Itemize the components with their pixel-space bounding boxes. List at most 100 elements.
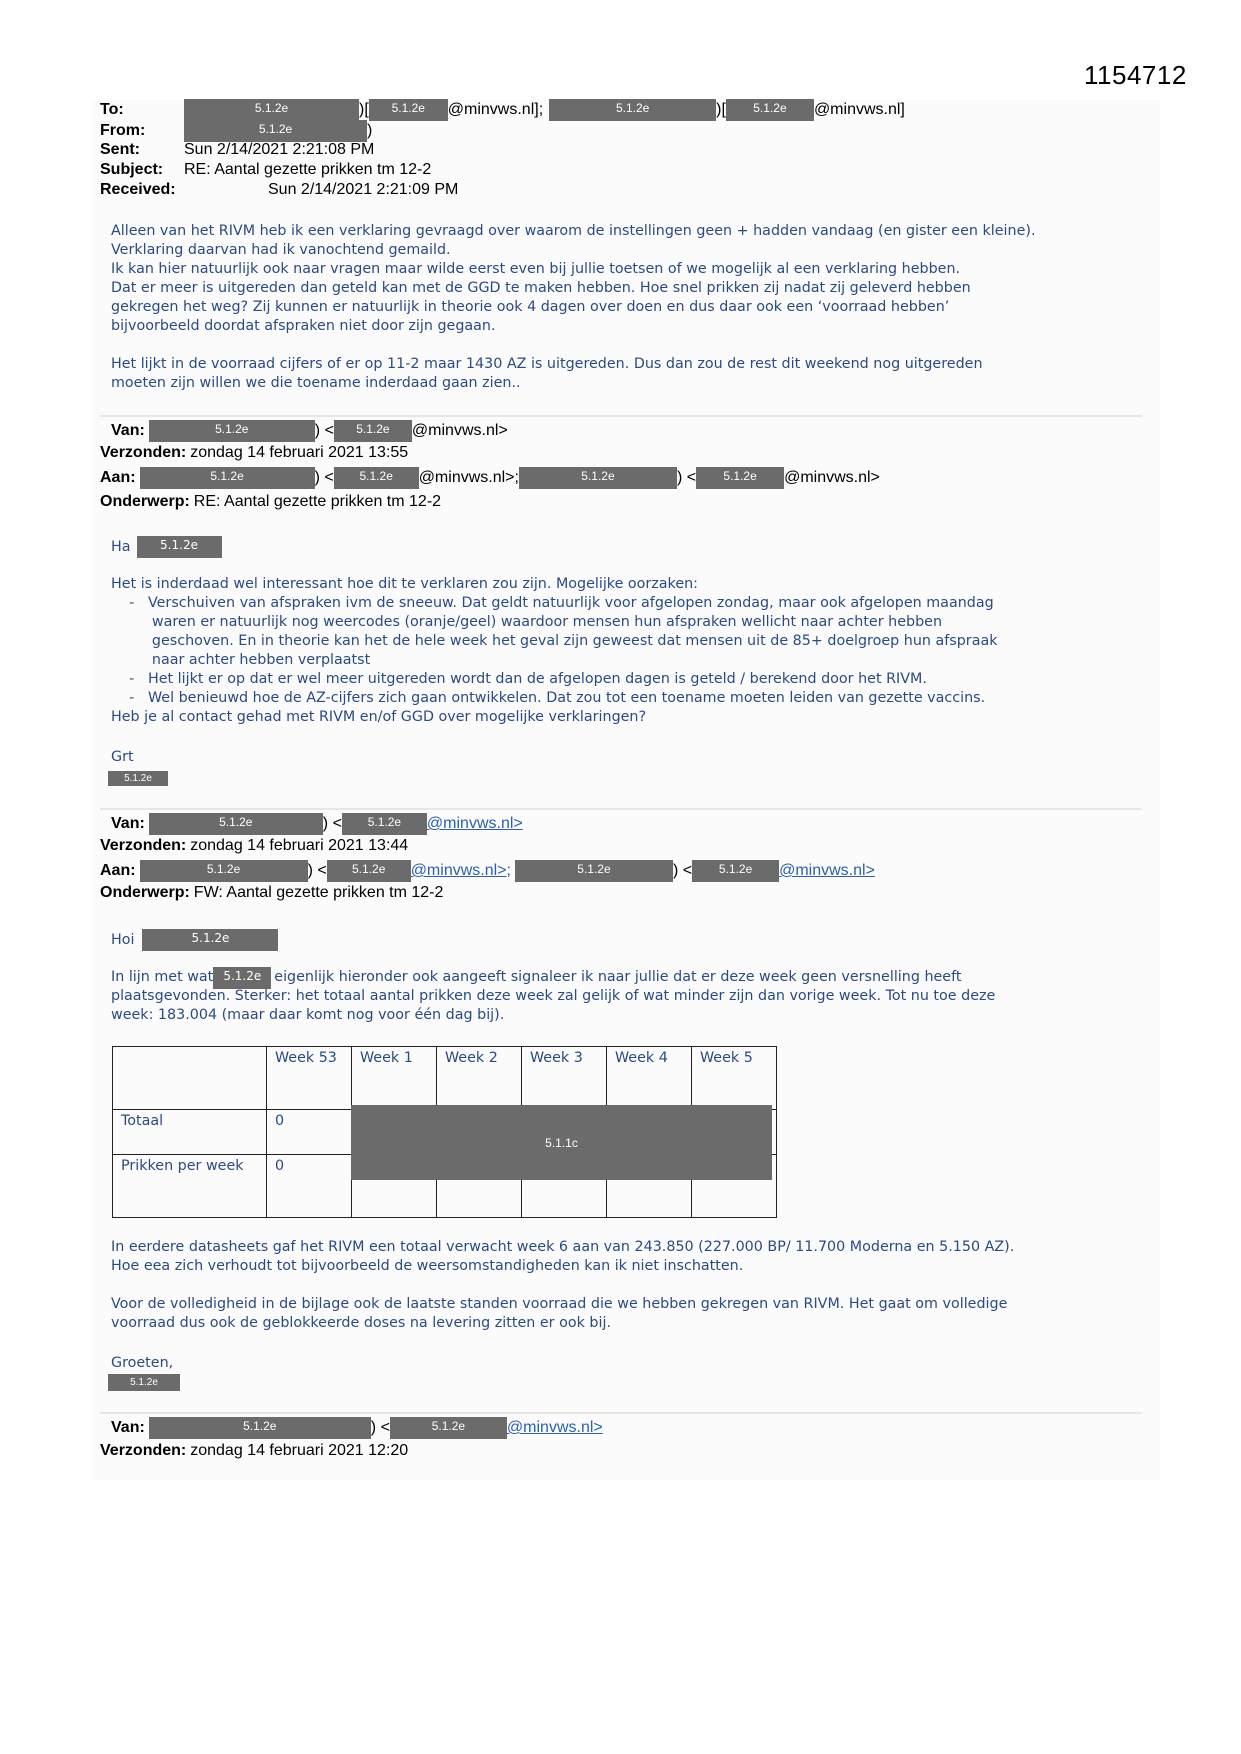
body-line: Alleen van het RIVM heb ik een verklarin…	[111, 223, 1036, 239]
separator: ) <	[322, 815, 342, 832]
onderwerp-value: RE: Aantal gezette prikken tm 12-2	[193, 493, 442, 510]
table-header: Week 5	[691, 1046, 777, 1110]
table-header-row: Week 53 Week 1 Week 2 Week 3 Week 4 Week…	[112, 1046, 777, 1110]
body-line: week: 183.004 (maar daar komt nog voor é…	[111, 1007, 505, 1023]
redaction: 5.1.2e	[184, 120, 367, 142]
body-line: Het lijkt in de voorraad cijfers of er o…	[111, 356, 983, 372]
redaction: 5.1.2e	[142, 929, 279, 951]
verzonden-value: zondag 14 februari 2021 12:20	[190, 1442, 409, 1459]
verzonden-value: zondag 14 februari 2021 13:44	[190, 837, 409, 854]
body-line: Heb je al contact gehad met RIVM en/of G…	[111, 709, 647, 725]
divider	[100, 1412, 1142, 1414]
aan-label: Aan:	[100, 469, 136, 486]
subject-row: Subject: RE: Aantal gezette prikken tm 1…	[100, 160, 431, 180]
sent-value: Sun 2/14/2021 2:21:08 PM	[184, 141, 375, 158]
body-text: eigenlijk hieronder ook aangeeft signale…	[274, 969, 962, 985]
van-label: Van:	[111, 422, 145, 439]
from-label: From:	[100, 122, 146, 139]
bullet-line: naar achter hebben verplaatst	[111, 652, 371, 668]
redaction: 5.1.2e	[333, 467, 419, 489]
body-text: In lijn met wat	[111, 969, 214, 985]
redaction: 5.1.2e	[148, 420, 315, 442]
closing: Groeten,	[111, 1355, 174, 1371]
redaction: 5.1.2e	[549, 99, 717, 121]
table-header	[112, 1046, 267, 1110]
subject-value: RE: Aantal gezette prikken tm 12-2	[184, 161, 432, 178]
separator: )	[367, 122, 373, 139]
table-cell: 0	[266, 1154, 352, 1218]
verzonden-row: Verzonden: zondag 14 februari 2021 12:20	[100, 1441, 408, 1461]
row-label: Totaal	[112, 1109, 267, 1155]
onderwerp-label: Onderwerp:	[100, 884, 190, 901]
redaction: 5.1.2e	[518, 467, 677, 489]
separator: ) <	[314, 422, 334, 439]
redaction: 5.1.2e	[148, 1417, 371, 1439]
van-row: Van: 5.1.2e ) < 5.1.2e @minvws.nl>	[111, 1417, 603, 1439]
aan-label: Aan:	[100, 862, 136, 879]
bullet-line: - Verschuiven van afspraken ivm de sneeu…	[111, 595, 994, 611]
redaction: 5.1.2e	[139, 860, 308, 882]
from-row: From: 5.1.2e )	[100, 120, 372, 142]
body-line: moeten zijn willen we die toename inderd…	[111, 375, 521, 391]
table-header: Week 2	[436, 1046, 522, 1110]
greeting: Ha 5.1.2e	[111, 536, 222, 558]
email-link[interactable]: @minvws.nl>	[426, 815, 523, 832]
van-label: Van:	[111, 1419, 145, 1436]
verzonden-label: Verzonden:	[100, 837, 187, 854]
redaction: 5.1.2e	[692, 860, 780, 882]
verzonden-label: Verzonden:	[100, 1442, 187, 1459]
verzonden-row: Verzonden: zondag 14 februari 2021 13:44	[100, 836, 408, 856]
body-line: Voor de volledigheid in de bijlage ook d…	[111, 1296, 1008, 1312]
body-line: Het is inderdaad wel interessant hoe dit…	[111, 576, 699, 592]
redaction: 5.1.2e	[108, 771, 168, 786]
subject-label: Subject:	[100, 161, 164, 178]
row-label: Prikken per week	[112, 1154, 267, 1218]
van-label: Van:	[111, 815, 145, 832]
email-link[interactable]: @minvws.nl>	[506, 1419, 603, 1436]
onderwerp-row: Onderwerp: RE: Aantal gezette prikken tm…	[100, 492, 441, 512]
separator: ) <	[314, 469, 334, 486]
greeting: Hoi 5.1.2e	[111, 929, 279, 951]
verzonden-value: zondag 14 februari 2021 13:55	[190, 444, 409, 461]
document-number: 1154712	[1084, 60, 1187, 90]
bullet-line: waren er natuurlijk nog weercodes (oranj…	[111, 614, 943, 630]
divider	[100, 415, 1142, 417]
email-link[interactable]: @minvws.nl>;	[410, 862, 511, 879]
onderwerp-row: Onderwerp: FW: Aantal gezette prikken tm…	[100, 883, 443, 903]
email-domain: @minvws.nl]	[813, 101, 905, 118]
separator: ) <	[370, 1419, 390, 1436]
greeting-text: Hoi	[111, 931, 135, 948]
greeting-text: Ha	[111, 538, 131, 555]
email-domain: @minvws.nl>	[411, 422, 508, 439]
email-domain: @minvws.nl>;	[418, 469, 519, 486]
redaction: 5.1.2e	[514, 860, 673, 882]
email-link[interactable]: @minvws.nl>	[779, 862, 875, 879]
body-line: bijvoorbeeld doordat afspraken niet door…	[111, 318, 496, 334]
divider	[100, 808, 1142, 810]
separator: )[	[716, 101, 726, 118]
aan-row: Aan: 5.1.2e ) < 5.1.2e @minvws.nl>; 5.1.…	[100, 860, 875, 882]
table-header: Week 3	[521, 1046, 607, 1110]
body-line: plaatsgevonden. Sterker: het totaal aant…	[111, 988, 996, 1004]
redaction: 5.1.2e	[184, 99, 359, 121]
verzonden-row: Verzonden: zondag 14 februari 2021 13:55	[100, 443, 408, 463]
sent-row: Sent: Sun 2/14/2021 2:21:08 PM	[100, 140, 374, 160]
received-row: Received: Sun 2/14/2021 2:21:09 PM	[100, 180, 458, 200]
body-line	[111, 336, 1036, 355]
table-redaction: 5.1.1c	[351, 1105, 772, 1180]
redaction: 5.1.2e	[341, 813, 427, 835]
body-line: voorraad dus ook de geblokkeerde doses n…	[111, 1315, 611, 1331]
aan-row: Aan: 5.1.2e ) < 5.1.2e @minvws.nl>; 5.1.…	[100, 467, 880, 489]
bullet-line: - Wel benieuwd hoe de AZ-cijfers zich ga…	[111, 690, 986, 706]
table-cell: 0	[266, 1109, 352, 1155]
message-1-body: Alleen van het RIVM heb ik een verklarin…	[111, 222, 1036, 393]
separator: ) <	[676, 469, 697, 486]
closing: Grt	[111, 749, 134, 765]
onderwerp-label: Onderwerp:	[100, 493, 190, 510]
redaction: 5.1.2e	[368, 99, 448, 121]
bullet-line: geschoven. En in theorie kan het de hele…	[111, 633, 998, 649]
to-row: To: 5.1.2e )[ 5.1.2e @minvws.nl]; 5.1.2e…	[100, 99, 905, 121]
redaction: 5.1.2e	[108, 1374, 180, 1391]
redaction: 5.1.2e	[148, 813, 323, 835]
body-line: Verklaring daarvan had ik vanochtend gem…	[111, 242, 451, 258]
